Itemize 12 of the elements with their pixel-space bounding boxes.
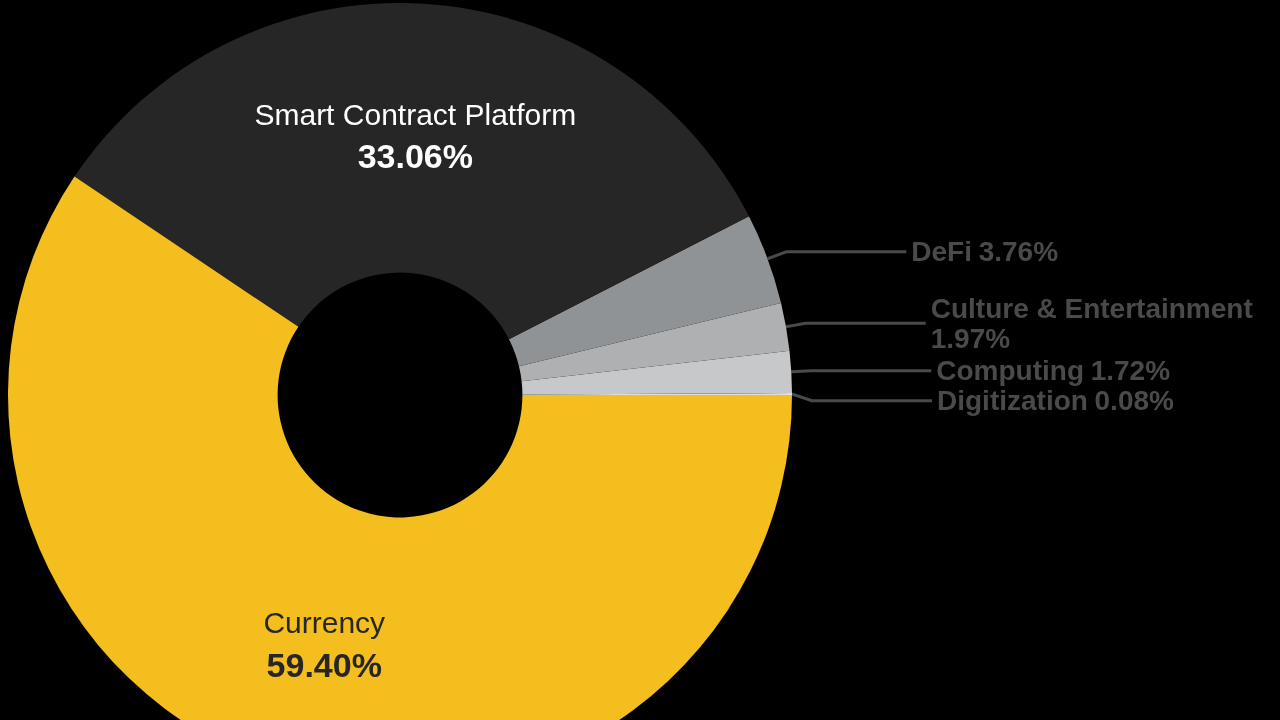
- data-label: 0.08%: [1094, 385, 1175, 417]
- slice-label: Smart Contract Platform: [254, 97, 577, 131]
- data-label: 33.06%: [357, 137, 473, 176]
- data-label: 1.72%: [1090, 355, 1171, 387]
- slice-label: Computing: [936, 355, 1085, 387]
- slice-label: DeFi: [911, 236, 972, 268]
- slice-label: Currency: [263, 606, 386, 640]
- data-label: 1.97%: [930, 322, 1011, 354]
- data-label: 3.76%: [978, 236, 1059, 268]
- slice-label: Digitization: [937, 385, 1088, 417]
- slice-label: Culture & Entertainment: [930, 292, 1253, 324]
- data-label: 59.40%: [266, 645, 382, 684]
